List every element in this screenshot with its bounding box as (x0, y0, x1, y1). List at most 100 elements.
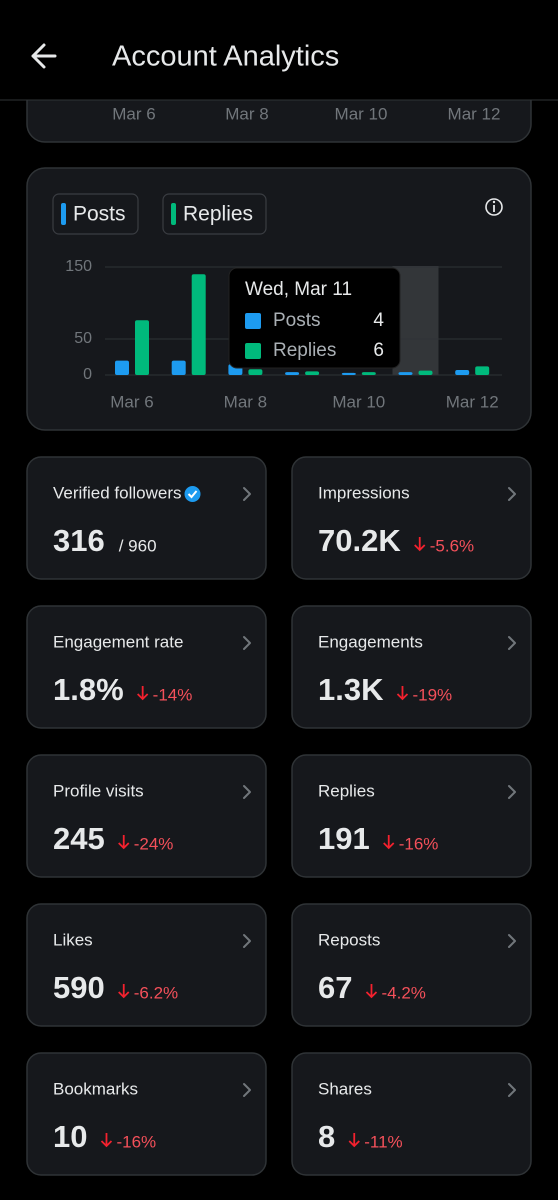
metric-card[interactable]: Engagement rate 1.8% -14% (26, 605, 267, 729)
x-tick-label: Mar 10 (335, 104, 388, 123)
card-value: 191 (318, 821, 370, 856)
bar (115, 360, 129, 375)
card-change: -5.6% (430, 536, 474, 555)
bar (418, 370, 433, 375)
bar (361, 372, 376, 375)
card-change: -14% (153, 685, 193, 704)
card-box (291, 903, 532, 1027)
bar (455, 369, 470, 375)
legend-swatch (171, 203, 176, 225)
tooltip-swatch (245, 313, 261, 329)
card-value: 1.8% (53, 672, 124, 707)
card-change: -4.2% (381, 983, 425, 1002)
legend-item[interactable]: Posts (52, 193, 139, 235)
chevron (243, 934, 251, 948)
card-value: 70.2K (318, 523, 401, 558)
info-circle (485, 198, 503, 216)
metric-card[interactable]: Replies 191 -16% (291, 754, 532, 878)
down-arrow (383, 835, 395, 850)
chevron (508, 1083, 516, 1097)
x-tick-label: Mar 12 (448, 104, 501, 123)
x-tick-label: Mar 12 (446, 392, 499, 411)
bar (285, 372, 300, 375)
card-box (26, 754, 267, 878)
y-tick-label: 0 (83, 366, 92, 383)
card-box (26, 456, 267, 580)
verified-badge (184, 486, 201, 502)
card-label: Shares (318, 1079, 372, 1098)
card-label: Impressions (318, 483, 410, 502)
card-label: Engagements (318, 632, 423, 651)
card-value: 67 (318, 970, 352, 1005)
card-label: Likes (53, 930, 93, 949)
card-box (26, 1052, 267, 1176)
header-title: Account Analytics (112, 41, 339, 73)
metric-card[interactable]: Shares 8 -11% (291, 1052, 532, 1176)
card-box (291, 1052, 532, 1176)
info-icon[interactable] (485, 198, 503, 216)
y-tick-label: 50 (74, 330, 92, 347)
legend-label: Posts (73, 203, 126, 226)
metric-card[interactable]: Reposts 67 -4.2% (291, 903, 532, 1027)
down-arrow (118, 984, 130, 999)
chevron (508, 487, 516, 501)
card-label: Replies (318, 781, 375, 800)
tooltip-value: 6 (373, 340, 384, 361)
bar (398, 372, 413, 375)
card-box (291, 456, 532, 580)
card-value: 8 (318, 1119, 335, 1154)
legend-swatch (61, 203, 66, 225)
metric-card[interactable]: Verified followers 316 / 960 (26, 456, 267, 580)
card-box (26, 605, 267, 729)
metric-card[interactable]: Impressions 70.2K -5.6% (291, 456, 532, 580)
card-label: Reposts (318, 930, 380, 949)
card-change: -24% (134, 834, 174, 853)
card-value: 245 (53, 821, 105, 856)
down-arrow (365, 984, 378, 999)
card-label: Verified followers (53, 483, 182, 502)
bar-chart: Posts Replies 0 50 150 Mar 6 Mar 8 Mar 10 Mar 12… (52, 193, 502, 411)
chevron (243, 487, 251, 501)
back-button[interactable] (31, 43, 57, 69)
x-tick-label: Mar 6 (110, 392, 153, 411)
tooltip-title: Wed, Mar 11 (245, 279, 352, 300)
chevron (243, 1083, 251, 1097)
down-arrow (348, 1133, 360, 1148)
card-box (291, 754, 532, 878)
card-value: 316 (53, 523, 105, 558)
card-value: 10 (53, 1119, 87, 1154)
y-tick-label: 150 (65, 258, 92, 275)
tooltip-label: Replies (273, 340, 336, 361)
down-arrow (396, 686, 409, 701)
bar (171, 360, 186, 375)
legend-label: Replies (183, 203, 253, 226)
card-box (26, 903, 267, 1027)
tooltip: Wed, Mar 11 Posts 4 Replies 6 (228, 267, 401, 369)
bar (191, 274, 206, 375)
metric-card[interactable]: Likes 590 -6.2% (26, 903, 267, 1027)
card-change: -16% (116, 1132, 156, 1151)
metric-card[interactable]: Engagements 1.3K -19% (291, 605, 532, 729)
bar (341, 372, 356, 375)
x-tick-label: Mar 8 (225, 104, 268, 123)
card-value: 1.3K (318, 672, 384, 707)
down-arrow (414, 537, 426, 552)
tooltip-swatch (245, 343, 261, 359)
legend-box (162, 193, 267, 235)
metric-card[interactable]: Bookmarks 10 -16% (26, 1052, 267, 1176)
card-change: -16% (399, 834, 439, 853)
card-label: Bookmarks (53, 1079, 138, 1098)
legend-item[interactable]: Replies (162, 193, 267, 235)
metric-card[interactable]: Profile visits 245 -24% (26, 754, 267, 878)
card-box (291, 605, 532, 729)
down-arrow (100, 1133, 113, 1148)
tooltip-label: Posts (273, 310, 321, 331)
down-arrow (118, 835, 130, 850)
info-dot (492, 200, 496, 204)
x-tick-label: Mar 10 (332, 392, 385, 411)
metric-cards: Verified followers 316 / 960 Impressions 70.… (26, 456, 532, 1176)
down-arrow (137, 686, 149, 701)
card-change: -19% (412, 685, 452, 704)
bar (135, 320, 149, 375)
